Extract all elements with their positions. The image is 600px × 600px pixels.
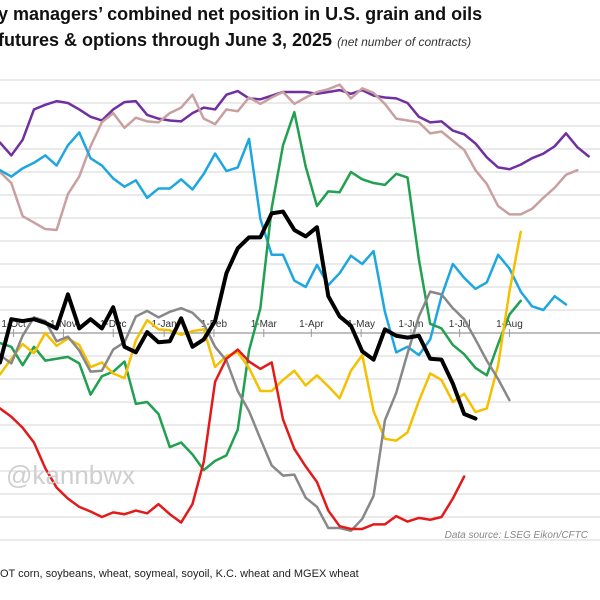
x-tick-label: 1-Aug: [496, 319, 523, 330]
series-line-3: [0, 131, 568, 357]
series-line-2: [0, 83, 579, 232]
series-line-6: [0, 290, 511, 533]
data-source-note: Data source: LSEG Eikon/CFTC: [444, 530, 588, 541]
series-line-7: [0, 348, 466, 531]
footnote: OT corn, soybeans, wheat, soymeal, soyoi…: [0, 568, 359, 580]
chart-title-line2-text: futures & options through June 3, 2025: [0, 30, 333, 50]
series-line-1: [0, 88, 590, 171]
x-tick-label: 1-Jan: [152, 319, 177, 330]
x-tick-label: 1-Jul: [449, 319, 471, 330]
chart-title-line2: futures & options through June 3, 2025 (…: [0, 30, 471, 51]
x-tick-label: 1-Oct: [1, 319, 26, 330]
watermark: @kannbwx: [6, 460, 136, 490]
x-tick-label: 1-May: [347, 319, 375, 330]
chart-title-line1: ey managers’ combined net position in U.…: [0, 4, 483, 24]
x-tick-label: 1-Nov: [50, 319, 77, 330]
series-line-5: [0, 230, 523, 442]
x-tick-label: 1-Mar: [251, 319, 278, 330]
x-tick-label: 1-Dec: [100, 319, 127, 330]
chart-subtitle: (net number of contracts): [337, 35, 472, 49]
x-tick-label: 1-Jun: [398, 319, 423, 330]
series-line-4: [0, 110, 523, 472]
x-tick-label: 1-Apr: [299, 319, 324, 330]
series-line-8: [0, 209, 478, 421]
